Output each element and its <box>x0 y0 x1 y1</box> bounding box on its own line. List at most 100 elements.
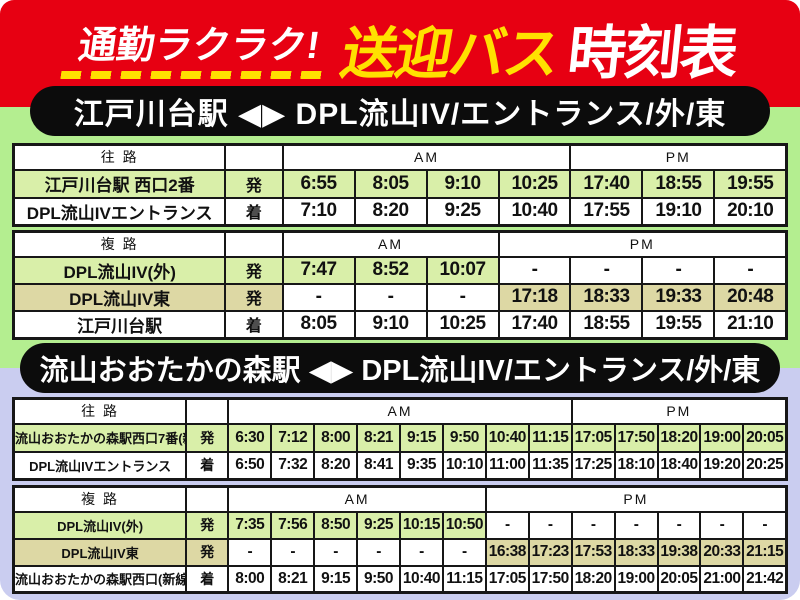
stop-name-cell: 流山おおたかの森駅西口7番(新線) <box>12 422 188 453</box>
departure-arrival-cell: 発 <box>224 282 284 312</box>
time-cell: - <box>570 510 616 540</box>
pm-header: PM <box>570 397 788 425</box>
timetable-row: DPL流山IV東発 - - -17:18 18:33 19:33 20:48 <box>12 282 788 312</box>
catchphrase-block: 通勤ラクラク! <box>60 24 335 79</box>
time-cell: 8:05 <box>281 309 356 339</box>
timetable-edogawadai-outbound: 往 路 AM PM 江戸川台駅 西口2番発 6:55 8:05 9:10 10:25 17:40… <box>12 143 788 227</box>
timetable-row: 流山おおたかの森駅西口(新線) 着 8:00 8:21 9:15 9:50 10:40 11:… <box>12 564 788 594</box>
direction-label: 往 路 <box>12 397 188 425</box>
time-cell: 21:42 <box>742 564 788 594</box>
time-cell: 8:50 <box>313 510 359 540</box>
time-cell: 17:50 <box>527 564 573 594</box>
time-cell: 6:30 <box>227 422 273 453</box>
time-cell: 20:10 <box>713 196 788 227</box>
time-cell: 17:50 <box>613 422 659 453</box>
time-cell: - <box>270 537 316 567</box>
time-cell: 17:40 <box>497 309 572 339</box>
time-cell: 10:40 <box>497 196 572 227</box>
departure-arrival-cell: 着 <box>224 196 284 227</box>
time-cell: - <box>425 282 500 312</box>
time-cell: 17:18 <box>497 282 572 312</box>
time-cell: 18:33 <box>613 537 659 567</box>
time-cell: 19:55 <box>641 309 716 339</box>
time-cell: - <box>353 282 428 312</box>
time-cell: 19:55 <box>713 168 788 199</box>
departure-arrival-cell: 発 <box>185 510 230 540</box>
time-cell: 6:50 <box>227 450 273 481</box>
time-cell: - <box>497 255 572 285</box>
column-header-row: 複 路 AM PM <box>12 230 788 258</box>
time-cell: - <box>484 510 530 540</box>
dashed-underline <box>60 70 330 79</box>
time-cell: 7:10 <box>281 196 356 227</box>
time-cell: 17:40 <box>569 168 644 199</box>
time-cell: 10:50 <box>441 510 487 540</box>
time-cell: 8:00 <box>227 564 273 594</box>
time-cell: 9:10 <box>353 309 428 339</box>
time-cell: 19:10 <box>641 196 716 227</box>
time-cell: 17:05 <box>484 564 530 594</box>
time-cell: 10:40 <box>399 564 444 594</box>
time-cell: 7:56 <box>270 510 316 540</box>
timetable-row: DPL流山IV(外) 発 7:47 8:52 10:07- - - - <box>12 255 788 285</box>
time-cell: 9:15 <box>313 564 359 594</box>
direction-label: 複 路 <box>12 230 227 258</box>
time-cell: 20:33 <box>699 537 745 567</box>
time-cell: 18:20 <box>570 564 616 594</box>
timetable-row: 江戸川台駅 西口2番発 6:55 8:05 9:10 10:25 17:40 18:55 19… <box>12 168 788 199</box>
time-cell: 11:15 <box>527 422 573 453</box>
stop-name-cell: 流山おおたかの森駅西口(新線) <box>12 564 188 594</box>
time-cell: - <box>641 255 716 285</box>
time-cell: 8:21 <box>356 422 402 453</box>
time-cell: 10:10 <box>441 450 487 481</box>
time-cell: - <box>569 255 644 285</box>
departure-arrival-cell: 発 <box>185 537 230 567</box>
time-cell: 19:33 <box>641 282 716 312</box>
timetable-row: DPL流山IV(外) 発 7:35 7:56 8:50 9:25 10:15 10:50- - -… <box>12 510 788 540</box>
spacer-header-cell <box>185 485 230 513</box>
time-cell: 11:35 <box>527 450 573 481</box>
time-cell: 21:15 <box>742 537 788 567</box>
poster-title: 時刻表 <box>564 20 740 86</box>
departure-arrival-cell: 着 <box>185 564 230 594</box>
timetable-edogawadai-return: 複 路 AM PM DPL流山IV(外) 発 7:47 8:52 10:07- - - - DPL流山… <box>12 230 788 340</box>
pm-header: PM <box>497 230 788 258</box>
time-cell: 19:38 <box>656 537 702 567</box>
column-header-row: 複 路 AM PM <box>12 485 788 513</box>
time-cell: - <box>356 537 401 567</box>
stop-name-cell: DPL流山IV東 <box>12 537 188 567</box>
time-cell: 9:50 <box>356 564 401 594</box>
time-cell: 10:40 <box>484 422 530 453</box>
time-cell: 9:35 <box>399 450 444 481</box>
departure-arrival-cell: 発 <box>224 255 284 285</box>
time-cell: 8:52 <box>353 255 428 285</box>
time-cell: 20:25 <box>742 450 788 481</box>
timetable-row: 流山おおたかの森駅西口7番(新線)発6:307:128:008:219:159:… <box>12 422 788 453</box>
time-cell: 17:23 <box>527 537 573 567</box>
stop-name-cell: DPL流山IVエントランス <box>12 196 227 227</box>
time-cell: - <box>227 537 273 567</box>
time-cell: 18:20 <box>656 422 702 453</box>
stop-name-cell: DPL流山IV(外) <box>12 255 227 285</box>
stop-name-cell: 江戸川台駅 西口2番 <box>12 168 227 199</box>
section-2-header: 流山おおたかの森駅 ◀▶ DPL流山IV/エントランス/外/東 <box>20 343 780 393</box>
time-cell: 20:05 <box>742 422 788 453</box>
time-cell: 7:12 <box>270 422 316 453</box>
time-cell: 11:00 <box>484 450 530 481</box>
timetable-row: 江戸川台駅着 8:05 9:10 10:25 17:40 18:55 19:55 21:10 <box>12 309 788 339</box>
time-cell: - <box>742 510 788 540</box>
time-cell: 10:25 <box>497 168 572 199</box>
time-cell: 19:00 <box>613 564 659 594</box>
column-header-row: 往 路 AM PM <box>12 143 788 171</box>
spacer-header-cell <box>224 143 284 171</box>
time-cell: 16:38 <box>484 537 530 567</box>
catchphrase-text: 通勤ラクラク! <box>75 24 323 67</box>
direction-label: 複 路 <box>12 485 188 513</box>
am-header: AM <box>227 485 487 513</box>
time-cell: 11:15 <box>441 564 487 594</box>
timetable-row: DPL流山IVエントランス着 6:50 7:32 8:20 8:41 9:35 10:10 1… <box>12 450 788 481</box>
time-cell: 18:55 <box>569 309 644 339</box>
time-cell: 10:15 <box>399 510 444 540</box>
time-cell: - <box>281 282 356 312</box>
